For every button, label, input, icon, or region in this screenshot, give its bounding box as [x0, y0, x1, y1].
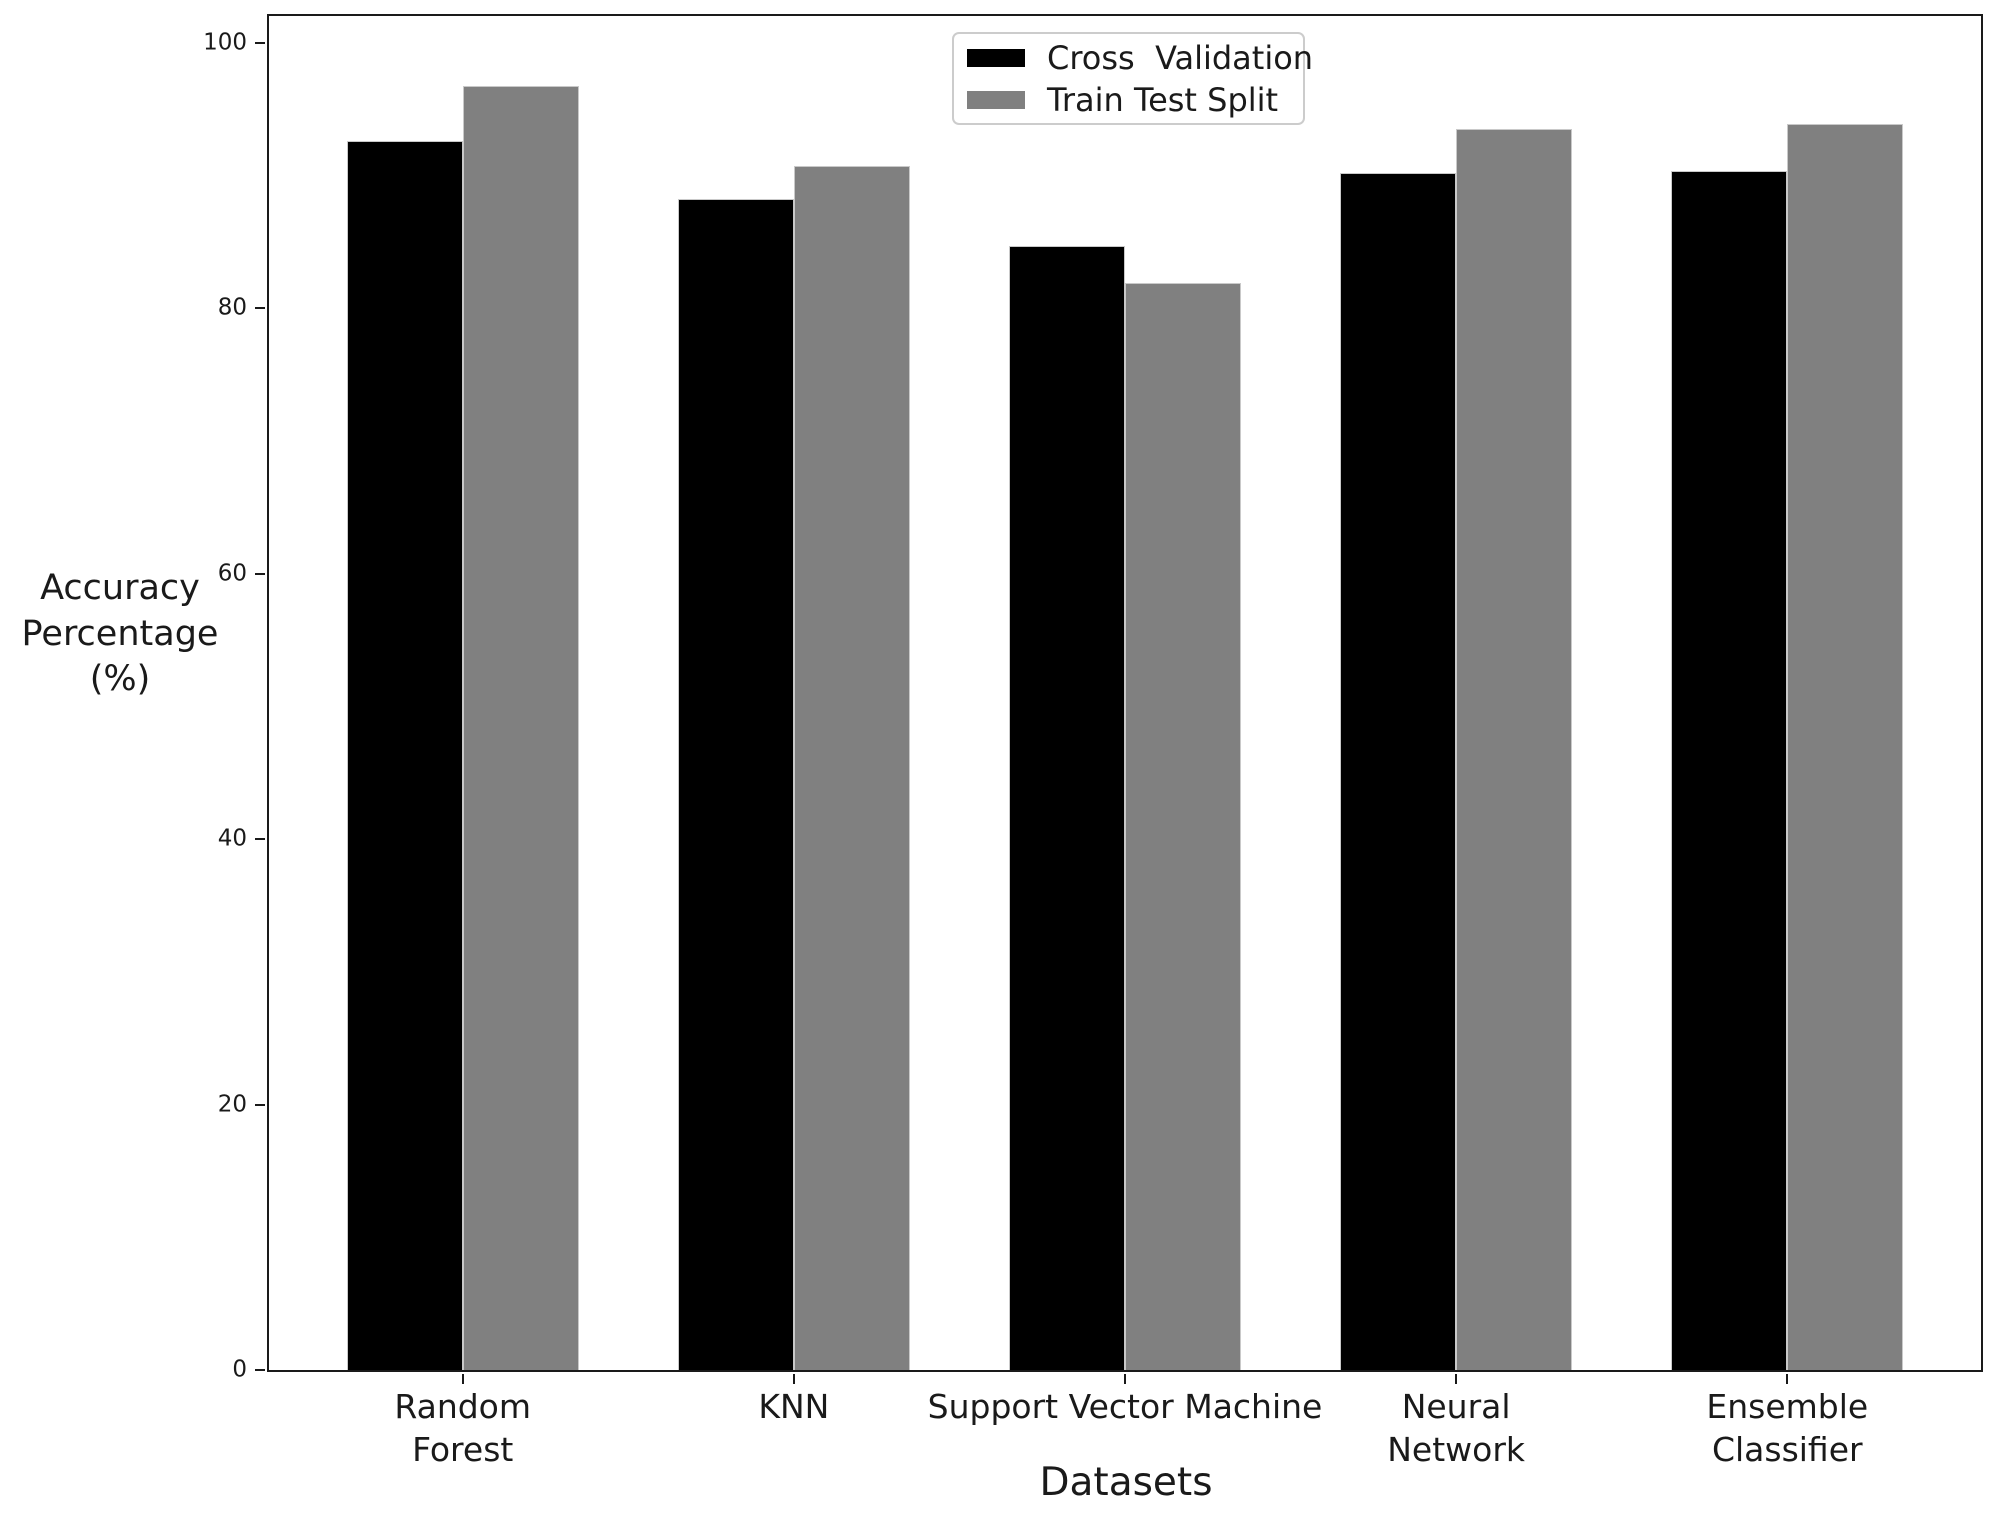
- bar: [793, 166, 910, 1370]
- y-tick-mark: [255, 572, 265, 575]
- legend: Cross Validation Train Test Split: [952, 32, 1313, 125]
- bar: [462, 86, 579, 1370]
- y-tick-mark: [255, 1369, 265, 1371]
- legend-swatch-cross-validation: [967, 48, 1025, 67]
- legend-item: Train Test Split: [967, 84, 1290, 116]
- x-tick-mark: [1124, 1374, 1126, 1384]
- bar: [1787, 123, 1904, 1370]
- legend-label: Train Test Split: [1047, 80, 1279, 119]
- x-tick-mark: [1455, 1374, 1458, 1384]
- bar: [1009, 245, 1125, 1370]
- bar: [346, 140, 463, 1370]
- x-axis-label: Datasets: [1039, 1460, 1213, 1505]
- x-tick-label: Ensemble Classifier: [1706, 1387, 1869, 1469]
- x-tick-label: Neural Network: [1387, 1387, 1526, 1469]
- bar: [1125, 282, 1241, 1370]
- x-tick-mark: [461, 1374, 464, 1384]
- y-tick-mark: [255, 1103, 265, 1106]
- x-tick-mark: [792, 1374, 795, 1384]
- bar: [677, 199, 794, 1370]
- y-tick-label: 100: [203, 29, 247, 56]
- legend-swatch-train-test-split: [967, 90, 1025, 109]
- bar: [1671, 171, 1788, 1370]
- y-tick-label: 40: [217, 825, 247, 852]
- x-tick-label: Random Forest: [394, 1387, 532, 1469]
- x-tick-label: Support Vector Machine: [927, 1387, 1323, 1426]
- bar: [1340, 172, 1457, 1370]
- y-tick-label: 0: [232, 1356, 247, 1383]
- x-tick-mark: [1786, 1374, 1789, 1384]
- legend-label: Cross Validation: [1047, 38, 1314, 77]
- x-tick-label: KNN: [758, 1387, 830, 1426]
- y-tick-mark: [255, 838, 265, 841]
- y-tick-label: 80: [217, 294, 247, 321]
- y-tick-label: 20: [217, 1091, 247, 1117]
- y-tick-mark: [255, 41, 265, 44]
- y-axis-label: Accuracy Percentage (%): [21, 568, 219, 699]
- bar: [1456, 128, 1573, 1370]
- y-tick-label: 60: [217, 560, 247, 587]
- legend-item: Cross Validation: [967, 42, 1313, 74]
- plot-area: Cross Validation Train Test Split 0 20 40 6…: [203, 14, 1983, 1469]
- y-tick-mark: [255, 307, 265, 310]
